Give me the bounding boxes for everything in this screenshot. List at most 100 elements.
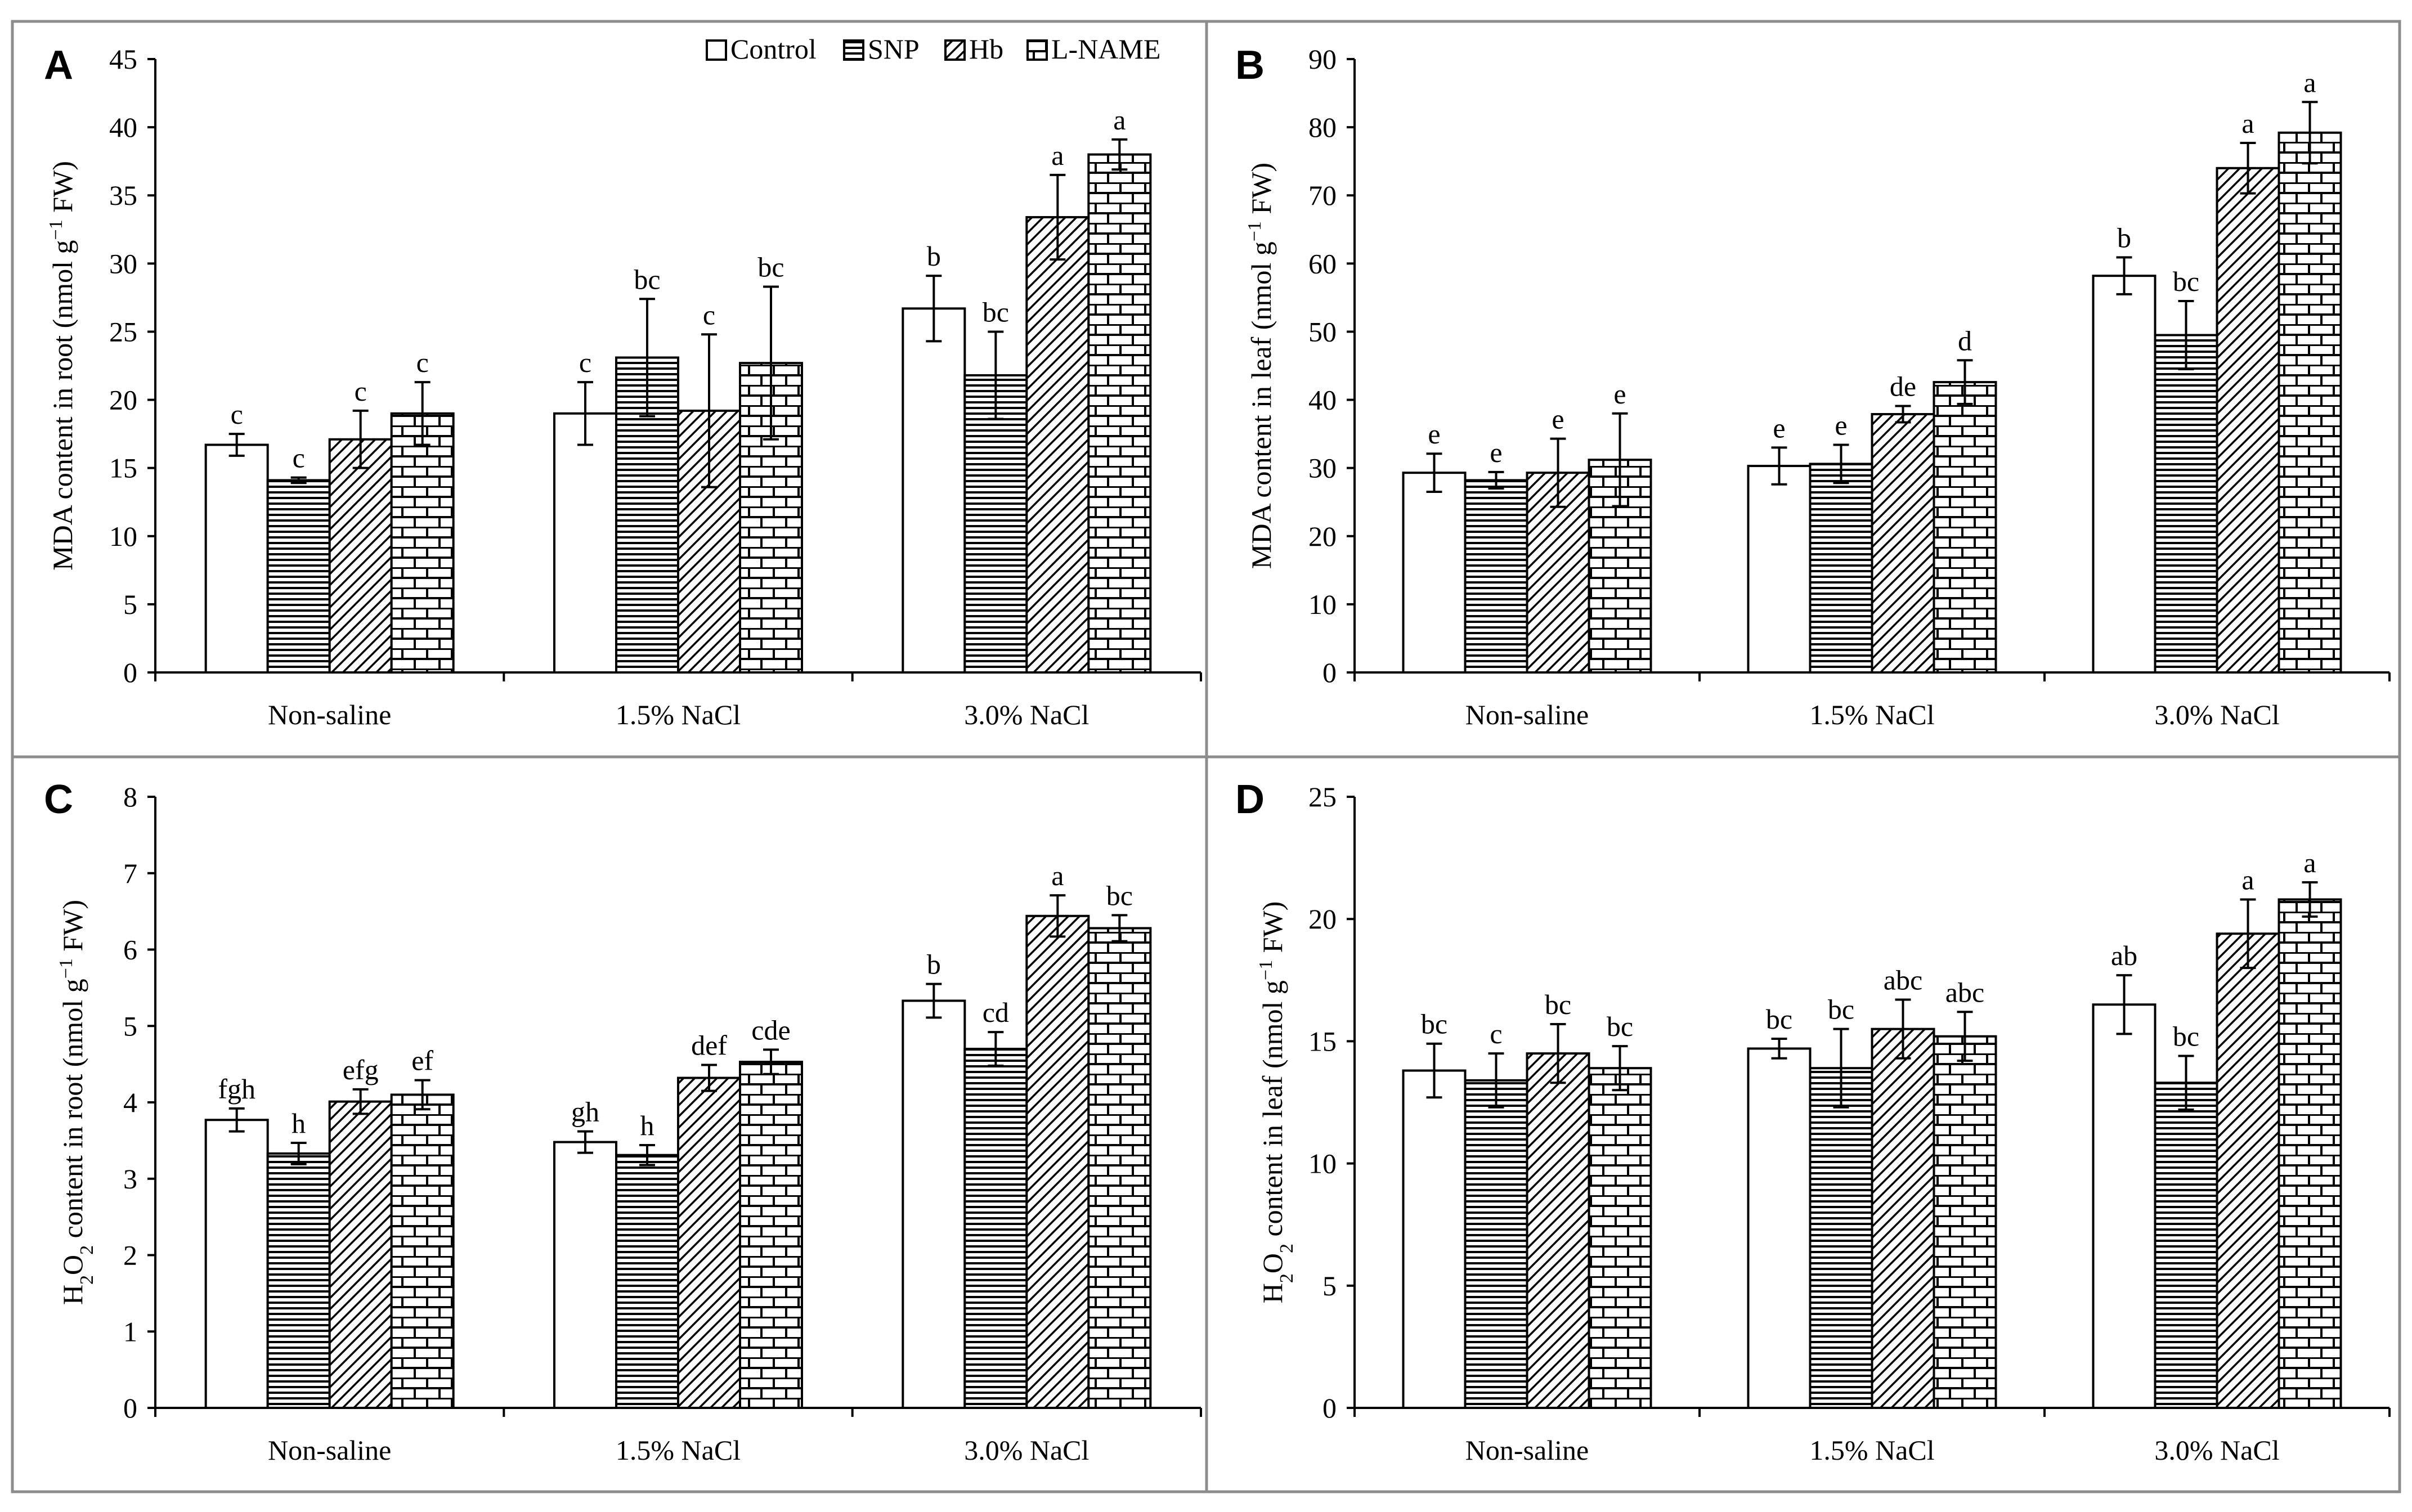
error-bar-c-non-saline-control [228,1107,245,1133]
x-category-label-d-non-saline: Non-saline [1465,1434,1589,1466]
x-category-label-d-3-0-nacl: 3.0% NaCl [2154,1434,2279,1466]
y-tick-label-a: 20 [109,384,137,416]
y-tick-label-b: 40 [1308,384,1337,416]
y-tick-label-b: 60 [1308,248,1337,279]
significance-letter-d-3-0-nacl-l-name: a [2303,847,2316,878]
significance-letter-a-3-0-nacl-l-name: a [1113,104,1126,136]
y-tick-label-c: 5 [123,1010,137,1042]
legend-label-control: Control [730,33,817,65]
bar-a-3-0-nacl-snp [963,374,1028,674]
x-category-label-c-3-0-nacl: 3.0% NaCl [964,1434,1089,1466]
x-category-label-c-1-5-nacl: 1.5% NaCl [616,1434,741,1466]
legend-label-l-name: L-NAME [1051,33,1160,65]
significance-letter-d-non-saline-hb: bc [1545,989,1571,1020]
error-bar-b-non-saline-hb [1550,437,1566,508]
significance-letter-c-1-5-nacl-hb: def [691,1029,727,1061]
bar-a-1-5-nacl-control [553,412,617,674]
legend-label-hb: Hb [969,33,1003,65]
error-bar-c-1-5-nacl-control [577,1130,593,1154]
bar-d-3-0-nacl-snp [2154,1082,2218,1410]
bar-d-3-0-nacl-l-name [2277,898,2342,1409]
bar-a-3-0-nacl-l-name [1087,153,1152,674]
significance-letter-c-non-saline-l-name: ef [411,1045,433,1076]
significance-letter-d-1-5-nacl-snp: bc [1828,994,1854,1025]
significance-letter-d-non-saline-snp: c [1490,1018,1502,1049]
error-bar-c-1-5-nacl-hb [701,1064,717,1092]
error-bar-d-1-5-nacl-control [1771,1038,1787,1060]
y-tick-label-b: 80 [1308,111,1337,143]
y-tick-label-a: 45 [109,43,137,75]
error-bar-c-non-saline-snp [290,1141,307,1165]
y-axis-label-d: H2O2 content in leaf (nmol g−1 FW) [1256,901,1297,1303]
error-bar-d-3-0-nacl-hb [2240,898,2256,970]
significance-letter-c-non-saline-control: fgh [218,1073,255,1105]
y-tick-label-d: 5 [1322,1270,1337,1302]
error-bar-c-1-5-nacl-l-name [763,1048,779,1075]
significance-letter-a-1-5-nacl-control: c [579,347,591,378]
error-bar-a-non-saline-l-name [414,381,431,446]
bar-a-non-saline-hb [328,438,393,674]
bar-d-1-5-nacl-control [1747,1047,1812,1409]
x-category-label-d-1-5-nacl: 1.5% NaCl [1809,1434,1934,1466]
y-tick-label-c: 8 [123,781,137,813]
x-category-label-b-3-0-nacl: 3.0% NaCl [2154,699,2279,730]
x-category-label-a-3-0-nacl: 3.0% NaCl [964,699,1089,730]
significance-letter-b-1-5-nacl-hb: de [1890,370,1916,402]
y-tick-label-a: 10 [109,521,137,552]
error-bar-c-non-saline-hb [352,1088,369,1115]
legend-swatch-hb [944,39,966,61]
significance-letter-b-non-saline-snp: e [1490,437,1502,468]
y-tick-label-c: 6 [123,934,137,966]
significance-letter-a-1-5-nacl-snp: bc [634,263,660,295]
error-bar-d-non-saline-snp [1488,1052,1504,1109]
error-bar-c-3-0-nacl-snp [988,1031,1004,1067]
y-tick-label-a: 5 [123,589,137,620]
legend-swatch-snp [843,39,864,61]
significance-letter-c-3-0-nacl-hb: a [1051,860,1064,891]
significance-letter-c-3-0-nacl-control: b [927,949,941,980]
y-axis-label-c: H2O2 content in root (nmol g−1 FW) [56,900,97,1305]
significance-letter-c-non-saline-hb: efg [343,1054,379,1085]
y-tick-label-d: 0 [1322,1392,1337,1424]
legend: Control SNP Hb L-NAME [706,33,1160,65]
error-bar-d-non-saline-control [1426,1042,1442,1099]
bar-c-1-5-nacl-l-name [739,1061,803,1409]
legend-label-snp: SNP [868,33,920,65]
bar-b-3-0-nacl-hb [2216,167,2280,674]
y-tick-label-b: 70 [1308,180,1337,211]
panel-d-chart: D 0 5 10 15 20 25 Non-saline 1.5% NaCl 3.0% NaCl b… [1235,777,2391,1466]
bar-c-non-saline-hb [328,1100,393,1409]
significance-letter-c-1-5-nacl-control: gh [571,1096,599,1128]
bar-d-non-saline-hb [1526,1052,1590,1409]
panel-a-chart: A 0 5 10 15 20 25 30 35 40 45 Non-saline 1.5% NaCl 3.… [44,43,1202,730]
bar-c-1-5-nacl-hb [677,1076,741,1410]
panel-b-chart: B 0 10 20 30 40 50 60 70 80 90 Non-saline 1.5% NaCl 3… [1235,43,2391,730]
error-bar-b-1-5-nacl-snp [1833,443,1849,484]
error-bar-b-1-5-nacl-control [1771,446,1787,486]
bar-d-1-5-nacl-snp [1809,1067,1873,1409]
bar-b-3-0-nacl-snp [2154,334,2218,674]
error-bar-b-3-0-nacl-hb [2240,141,2256,195]
bar-d-non-saline-snp [1464,1079,1528,1410]
error-bar-a-3-0-nacl-snp [988,330,1004,420]
bar-c-non-saline-snp [266,1152,331,1409]
error-bar-c-3-0-nacl-l-name [1111,914,1128,943]
bar-a-3-0-nacl-hb [1025,216,1090,674]
significance-letter-d-non-saline-l-name: bc [1607,1011,1633,1042]
error-bar-d-non-saline-hb [1550,1022,1566,1084]
significance-letter-c-1-5-nacl-l-name: cde [751,1014,790,1046]
y-tick-label-b: 30 [1308,452,1337,484]
bar-d-1-5-nacl-hb [1871,1028,1935,1410]
significance-letter-b-non-saline-hb: e [1552,403,1564,435]
y-tick-label-c: 1 [123,1316,137,1347]
error-bar-d-3-0-nacl-control [2116,974,2132,1035]
significance-letter-d-3-0-nacl-snp: bc [2173,1020,2199,1052]
significance-letter-a-3-0-nacl-control: b [927,240,941,272]
panel-c-chart: C 0 1 2 3 4 5 6 7 8 Non-saline 1.5% NaCl 3.0% NaCl fg… [44,777,1202,1466]
significance-letter-b-1-5-nacl-control: e [1773,412,1785,443]
y-tick-label-c: 3 [123,1163,137,1195]
significance-letter-c-3-0-nacl-snp: cd [983,997,1009,1028]
error-bar-a-non-saline-control [228,433,245,457]
bar-a-non-saline-snp [266,479,331,674]
significance-letter-d-non-saline-control: bc [1421,1008,1447,1040]
